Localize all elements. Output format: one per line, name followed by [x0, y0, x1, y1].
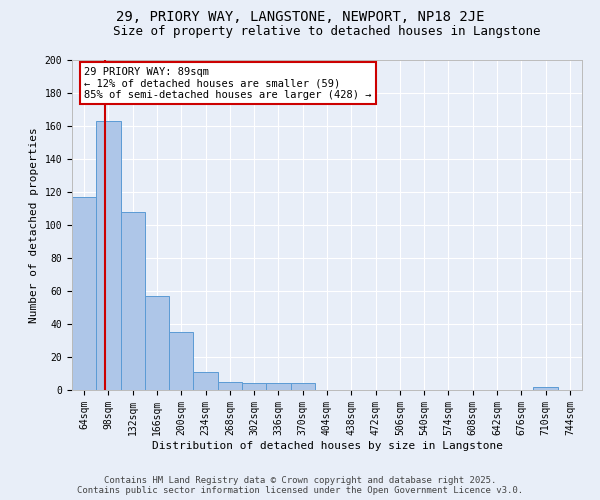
Bar — [169, 332, 193, 390]
Text: 29 PRIORY WAY: 89sqm
← 12% of detached houses are smaller (59)
85% of semi-detac: 29 PRIORY WAY: 89sqm ← 12% of detached h… — [84, 66, 371, 100]
Text: 29, PRIORY WAY, LANGSTONE, NEWPORT, NP18 2JE: 29, PRIORY WAY, LANGSTONE, NEWPORT, NP18… — [116, 10, 484, 24]
Bar — [145, 296, 169, 390]
Bar — [266, 384, 290, 390]
Bar — [193, 372, 218, 390]
X-axis label: Distribution of detached houses by size in Langstone: Distribution of detached houses by size … — [151, 440, 503, 450]
Bar — [218, 382, 242, 390]
Text: Contains HM Land Registry data © Crown copyright and database right 2025.
Contai: Contains HM Land Registry data © Crown c… — [77, 476, 523, 495]
Bar — [72, 197, 96, 390]
Title: Size of property relative to detached houses in Langstone: Size of property relative to detached ho… — [113, 25, 541, 38]
Bar — [121, 212, 145, 390]
Bar — [242, 384, 266, 390]
Bar — [533, 386, 558, 390]
Bar — [290, 384, 315, 390]
Bar — [96, 121, 121, 390]
Y-axis label: Number of detached properties: Number of detached properties — [29, 127, 39, 323]
